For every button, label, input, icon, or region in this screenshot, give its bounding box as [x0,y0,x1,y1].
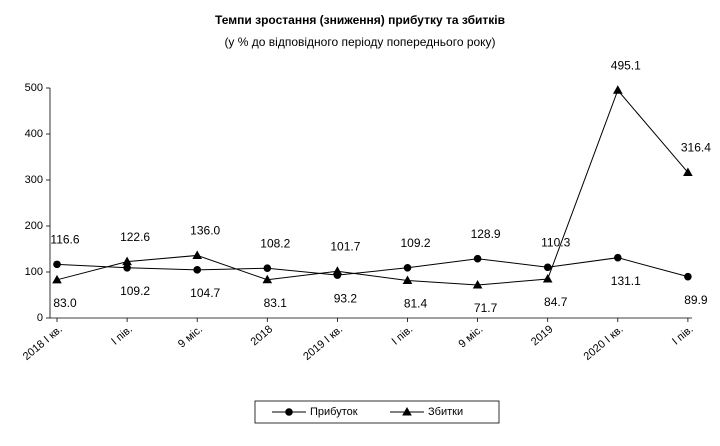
value-label: 101.7 [330,239,360,253]
value-label: 89.9 [684,293,708,307]
legend-label: Прибуток [310,406,358,418]
x-tick-label: 2020 І кв. [582,323,626,363]
point [473,254,482,263]
point [403,263,412,272]
point [262,274,273,284]
value-label: 104.7 [190,286,220,300]
x-tick-label: 9 міс. [176,323,205,350]
point [263,264,272,273]
value-label: 71.7 [474,301,498,315]
value-label: 116.6 [50,233,79,247]
x-tick-label: 2018 [249,323,275,348]
point [542,274,553,283]
legend-marker [285,408,293,416]
value-label: 93.2 [334,291,358,305]
series-line [56,89,689,286]
value-label: 316.4 [681,141,711,155]
value-label: 136.0 [190,224,220,238]
y-tick-label: 200 [25,220,43,232]
value-label: 108.2 [260,236,290,250]
x-tick-label: 2019 І кв. [301,323,345,363]
point [543,263,552,272]
point [472,280,483,289]
point [683,167,693,176]
x-tick-label: І пів. [670,323,696,347]
point [53,260,61,269]
point [193,266,201,274]
value-label: 83.0 [53,296,77,310]
chart-title: Темпи зростання (зниження) прибутку та з… [215,13,505,27]
value-label: 81.4 [404,297,428,311]
value-label: 495.1 [611,58,641,72]
value-label: 122.6 [120,230,150,244]
x-tick-label: 2018 І кв. [21,323,65,363]
value-label: 128.9 [471,227,501,241]
value-label: 109.2 [400,236,430,250]
point [123,263,131,272]
legend-label: Збитки [428,406,463,418]
y-tick-label: 0 [37,312,43,324]
x-tick-label: 9 міс. [456,323,485,350]
point [52,274,62,284]
point [613,85,623,94]
point [332,266,343,275]
y-tick-label: 500 [25,82,43,94]
point [122,256,132,266]
legend-marker [402,407,412,416]
point [684,272,692,281]
y-tick-label: 400 [25,128,43,140]
series-line [56,257,689,278]
point [614,253,622,262]
value-label: 84.7 [544,295,568,309]
value-label: 109.2 [120,284,150,298]
point [192,250,202,259]
value-label: 83.1 [264,296,288,310]
value-label: 110.3 [541,235,570,249]
x-tick-label: І пів. [390,323,416,347]
x-tick-label: 2019 [529,323,555,348]
y-tick-label: 300 [25,174,43,186]
point [402,275,413,285]
legend-box [254,400,500,424]
chart-subtitle: (у % до відповідного періоду попередньог… [224,35,495,49]
x-tick-label: І пів. [109,323,135,347]
value-label: 131.1 [611,274,641,288]
y-tick-label: 100 [25,266,43,278]
